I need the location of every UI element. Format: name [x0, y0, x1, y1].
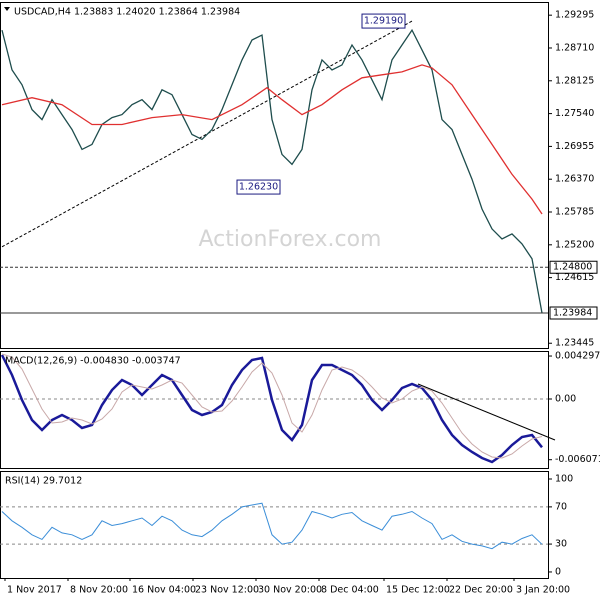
y-tick-label: 1.26370 — [555, 174, 594, 185]
y-tick-label: 1.23445 — [555, 338, 594, 349]
y-tick-label: -0.006071 — [555, 454, 600, 465]
x-tick-label: 1 Nov 2017 — [7, 585, 62, 596]
series-line — [1, 28, 543, 314]
annotation-label: 1.26230 — [239, 182, 278, 193]
watermark: ActionForex.com — [199, 227, 382, 252]
y-tick-label: 1.27540 — [555, 108, 594, 119]
x-tick-label: 15 Dec 12:00 — [386, 585, 450, 596]
panel-title: RSI(14) 29.7012 — [5, 476, 82, 487]
y-tick-label: 1.25785 — [555, 207, 594, 218]
y-tick-label: 1.29295 — [555, 10, 594, 21]
panel-frame — [0, 351, 549, 469]
panel-title: MACD(12,26,9) -0.004830 -0.003747 — [5, 356, 181, 367]
panel-frame — [0, 471, 549, 579]
y-tick-label: 0 — [555, 566, 561, 577]
series-line — [1, 353, 543, 459]
x-tick-label: 23 Nov 12:00 — [195, 585, 259, 596]
y-tick-label: 1.28125 — [555, 75, 594, 86]
annotation-label: 1.29190 — [364, 16, 403, 27]
series-line — [1, 502, 543, 550]
x-tick-label: 30 Nov 20:00 — [258, 585, 322, 596]
annotation-box — [236, 179, 281, 195]
y-tick-label: 70 — [555, 501, 567, 512]
x-tick-label: 8 Dec 04:00 — [321, 585, 379, 596]
panel-frame — [0, 2, 549, 349]
x-tick-label: 22 Dec 20:00 — [449, 585, 513, 596]
trendline — [417, 383, 556, 441]
panel-title: USDCAD,H4 1.23883 1.24020 1.23864 1.2398… — [14, 7, 240, 18]
y-tick-label: 100 — [555, 473, 573, 484]
price-label-box — [549, 306, 598, 320]
y-tick-label: 1.24615 — [555, 272, 594, 283]
y-tick-label: 1.25200 — [555, 239, 594, 250]
trendline — [1, 20, 413, 248]
price-label-box — [549, 260, 598, 274]
series-line — [1, 64, 543, 215]
x-tick-label: 16 Nov 04:00 — [132, 585, 196, 596]
menu-triangle — [4, 7, 10, 11]
y-tick-label: 30 — [555, 539, 567, 550]
series-line — [0, 354, 543, 464]
y-tick-label: 1.26955 — [555, 141, 594, 152]
y-tick-label: 0.00 — [555, 394, 576, 405]
price-label: 1.23984 — [553, 308, 592, 319]
annotation-box — [361, 13, 406, 29]
x-tick-label: 8 Nov 20:00 — [70, 585, 128, 596]
price-label: 1.24800 — [553, 262, 592, 273]
x-tick-label: 3 Jan 20:00 — [516, 585, 570, 596]
y-tick-label: 0.004297 — [555, 351, 600, 362]
y-tick-label: 1.28710 — [555, 42, 594, 53]
